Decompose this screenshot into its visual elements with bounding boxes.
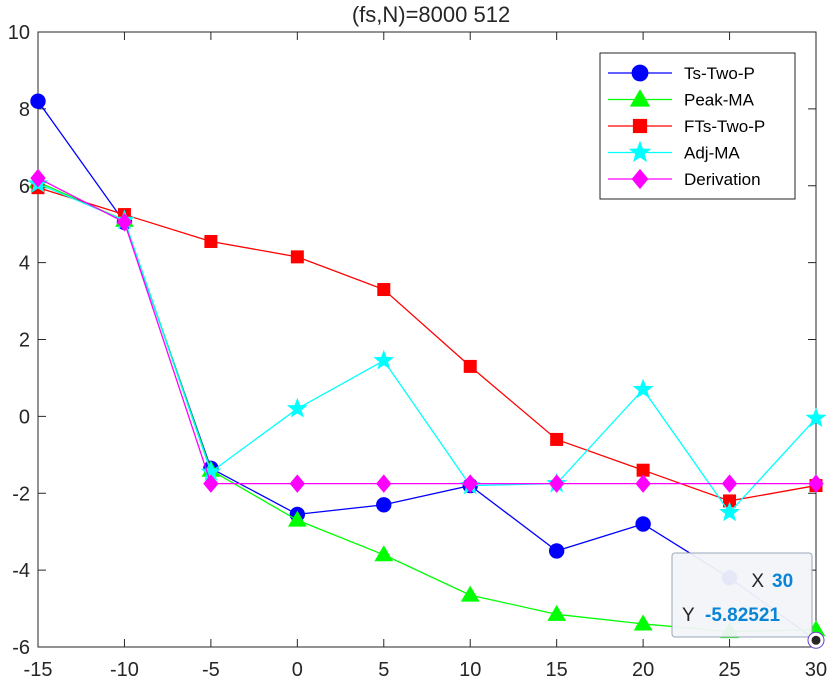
datatip-x-value: 30 xyxy=(772,571,793,592)
data-point-diamond xyxy=(808,474,824,493)
y-tick-label: 4 xyxy=(19,253,30,275)
x-tick-label: 30 xyxy=(805,659,827,681)
data-point-square xyxy=(550,432,564,446)
datatip-x-label: X xyxy=(751,571,764,592)
legend-item[interactable]: Peak-MA xyxy=(608,89,755,110)
data-point-triangle xyxy=(547,604,567,621)
legend-label: Ts-Two-P xyxy=(684,64,755,83)
x-tick-label: -5 xyxy=(202,659,220,681)
data-point-triangle xyxy=(374,545,394,562)
datatip-y-value: -5.82521 xyxy=(705,605,780,626)
legend-label: Derivation xyxy=(684,170,761,189)
data-point-circle xyxy=(635,516,651,532)
data-point-circle xyxy=(376,497,392,513)
legend-marker-circle xyxy=(631,64,649,82)
legend-marker-triangle xyxy=(629,89,651,107)
data-point-diamond xyxy=(116,212,133,232)
legend-item[interactable]: Ts-Two-P xyxy=(608,64,755,83)
x-tick-label: 15 xyxy=(546,659,568,681)
legend-marker-square xyxy=(632,118,648,134)
data-point-diamond xyxy=(30,168,46,188)
y-tick-label: -2 xyxy=(12,483,30,505)
series-adj-ma xyxy=(27,172,827,522)
data-point-diamond xyxy=(376,474,392,493)
x-tick-label: 0 xyxy=(292,659,303,681)
data-point-diamond xyxy=(289,474,305,493)
series-derivation xyxy=(30,168,824,493)
y-tick-label: 8 xyxy=(19,99,30,121)
chart-title: (fs,N)=8000 512 xyxy=(352,2,510,27)
x-tick-label: -15 xyxy=(24,659,53,681)
legend-label: Peak-MA xyxy=(684,91,755,110)
data-point-square xyxy=(377,283,391,297)
data-point-star xyxy=(286,397,308,418)
data-point-diamond xyxy=(462,474,478,493)
data-point-star xyxy=(805,407,827,428)
y-tick-label: -6 xyxy=(12,637,30,659)
series-line xyxy=(37,177,816,485)
y-tick-label: 0 xyxy=(19,406,30,428)
data-point-square xyxy=(290,250,304,264)
data-point-star xyxy=(373,349,395,370)
legend-marker-star xyxy=(628,140,652,163)
legend-marker-diamond xyxy=(631,168,649,190)
data-point-triangle xyxy=(633,614,653,631)
data-point-square xyxy=(204,234,218,248)
datatip-box xyxy=(671,552,813,638)
legend-item[interactable]: Derivation xyxy=(608,168,761,190)
datatip-marker-dot xyxy=(811,635,821,645)
legend[interactable]: Ts-Two-P Peak-MA FTs-Two-P Adj-MA Derivation xyxy=(599,52,796,200)
x-tick-label: 10 xyxy=(459,659,481,681)
data-point-diamond xyxy=(203,474,219,493)
legend-item[interactable]: Adj-MA xyxy=(608,140,740,163)
x-tick-label: 20 xyxy=(632,659,654,681)
legend-label: Adj-MA xyxy=(684,144,740,163)
y-tick-label: -4 xyxy=(12,560,30,582)
x-tick-label: -10 xyxy=(110,659,139,681)
data-point-triangle xyxy=(460,585,480,602)
data-point-diamond xyxy=(635,474,651,493)
data-point-star xyxy=(632,378,654,399)
data-point-diamond xyxy=(721,474,738,493)
data-point-star xyxy=(719,501,740,522)
data-point-circle xyxy=(30,93,46,109)
x-tick-label: 5 xyxy=(378,659,389,681)
x-tick-label: 25 xyxy=(718,659,740,681)
data-point-square xyxy=(463,359,477,373)
series-line xyxy=(37,183,817,514)
data-point-circle xyxy=(548,543,565,559)
axes: -15 -10 -5 0 5 10 15 20 25 30 -6 -4 -2 0 2 4 6 8 10 xyxy=(8,22,827,681)
series-fts-two-p xyxy=(31,181,823,508)
legend-label: FTs-Two-P xyxy=(684,117,765,136)
datatip[interactable]: X 30 Y -5.82521 xyxy=(671,552,825,649)
data-point-diamond xyxy=(549,474,565,493)
datatip-y-label: Y xyxy=(682,605,695,626)
data-point-triangle xyxy=(287,510,307,527)
y-tick-label: 2 xyxy=(19,330,30,352)
y-tick-label: 6 xyxy=(19,176,30,198)
y-tick-label: 10 xyxy=(8,22,30,44)
series-line xyxy=(37,187,817,502)
legend-item[interactable]: FTs-Two-P xyxy=(608,117,765,136)
